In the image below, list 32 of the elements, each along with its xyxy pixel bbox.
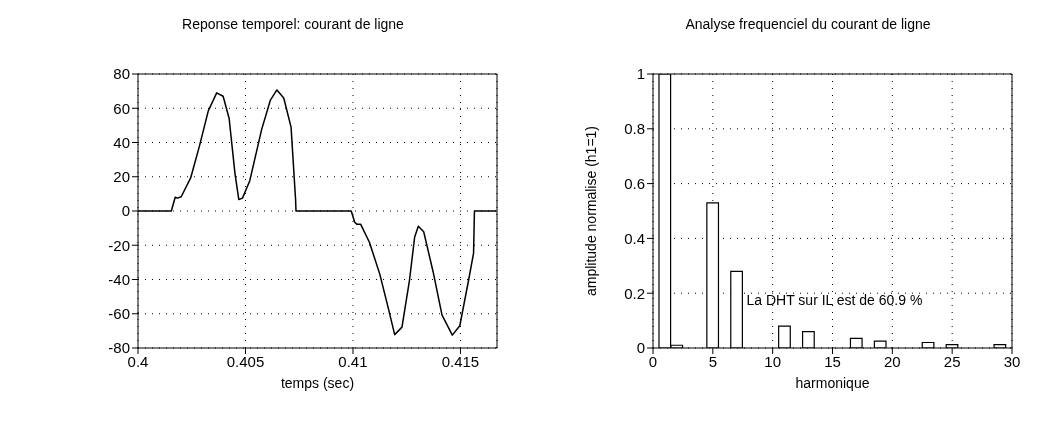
x-tick-label: 15	[824, 352, 841, 370]
y-tick-label: 0	[636, 339, 645, 357]
y-tick-label: 40	[113, 133, 130, 151]
y-tick-label: -20	[108, 236, 130, 254]
y-tick-label: 20	[113, 168, 130, 186]
y-tick-label: 0	[121, 202, 130, 220]
chart-title: Reponse temporel: courant de ligne	[181, 16, 405, 32]
y-tick-label: 60	[113, 99, 130, 117]
x-tick-label: 0.415	[441, 352, 480, 370]
x-tick-label: 0.41	[338, 352, 368, 370]
y-tick-label: 0.8	[624, 120, 645, 138]
y-axis-title: amplitude normalise (h1=1)	[582, 125, 599, 297]
x-axis-title: temps (sec)	[280, 375, 355, 391]
x-axis-title: harmonique	[795, 375, 870, 391]
y-tick-label: -60	[108, 305, 130, 323]
y-tick-label: 0.2	[624, 284, 645, 302]
chart-title: Analyse frequenciel du courant de ligne	[684, 16, 932, 32]
x-tick-label: 5	[708, 352, 718, 370]
x-tick-label: 0.405	[226, 352, 265, 370]
x-tick-label: 25	[943, 352, 961, 370]
x-tick-label: 0	[648, 352, 658, 370]
x-tick-label: 0.4	[127, 352, 149, 370]
y-tick-label: 0.6	[624, 174, 645, 192]
x-tick-label: 10	[764, 352, 782, 370]
x-tick-label: 30	[1003, 352, 1021, 370]
y-tick-label: -40	[108, 270, 130, 288]
y-tick-label: 1	[636, 65, 645, 83]
y-tick-label: 80	[113, 65, 130, 83]
x-tick-label: 20	[883, 352, 901, 370]
y-tick-label: 0.4	[624, 229, 645, 247]
annotation: La DHT sur IL est de 60.9 %	[746, 291, 923, 308]
y-tick-label: -80	[108, 339, 130, 357]
